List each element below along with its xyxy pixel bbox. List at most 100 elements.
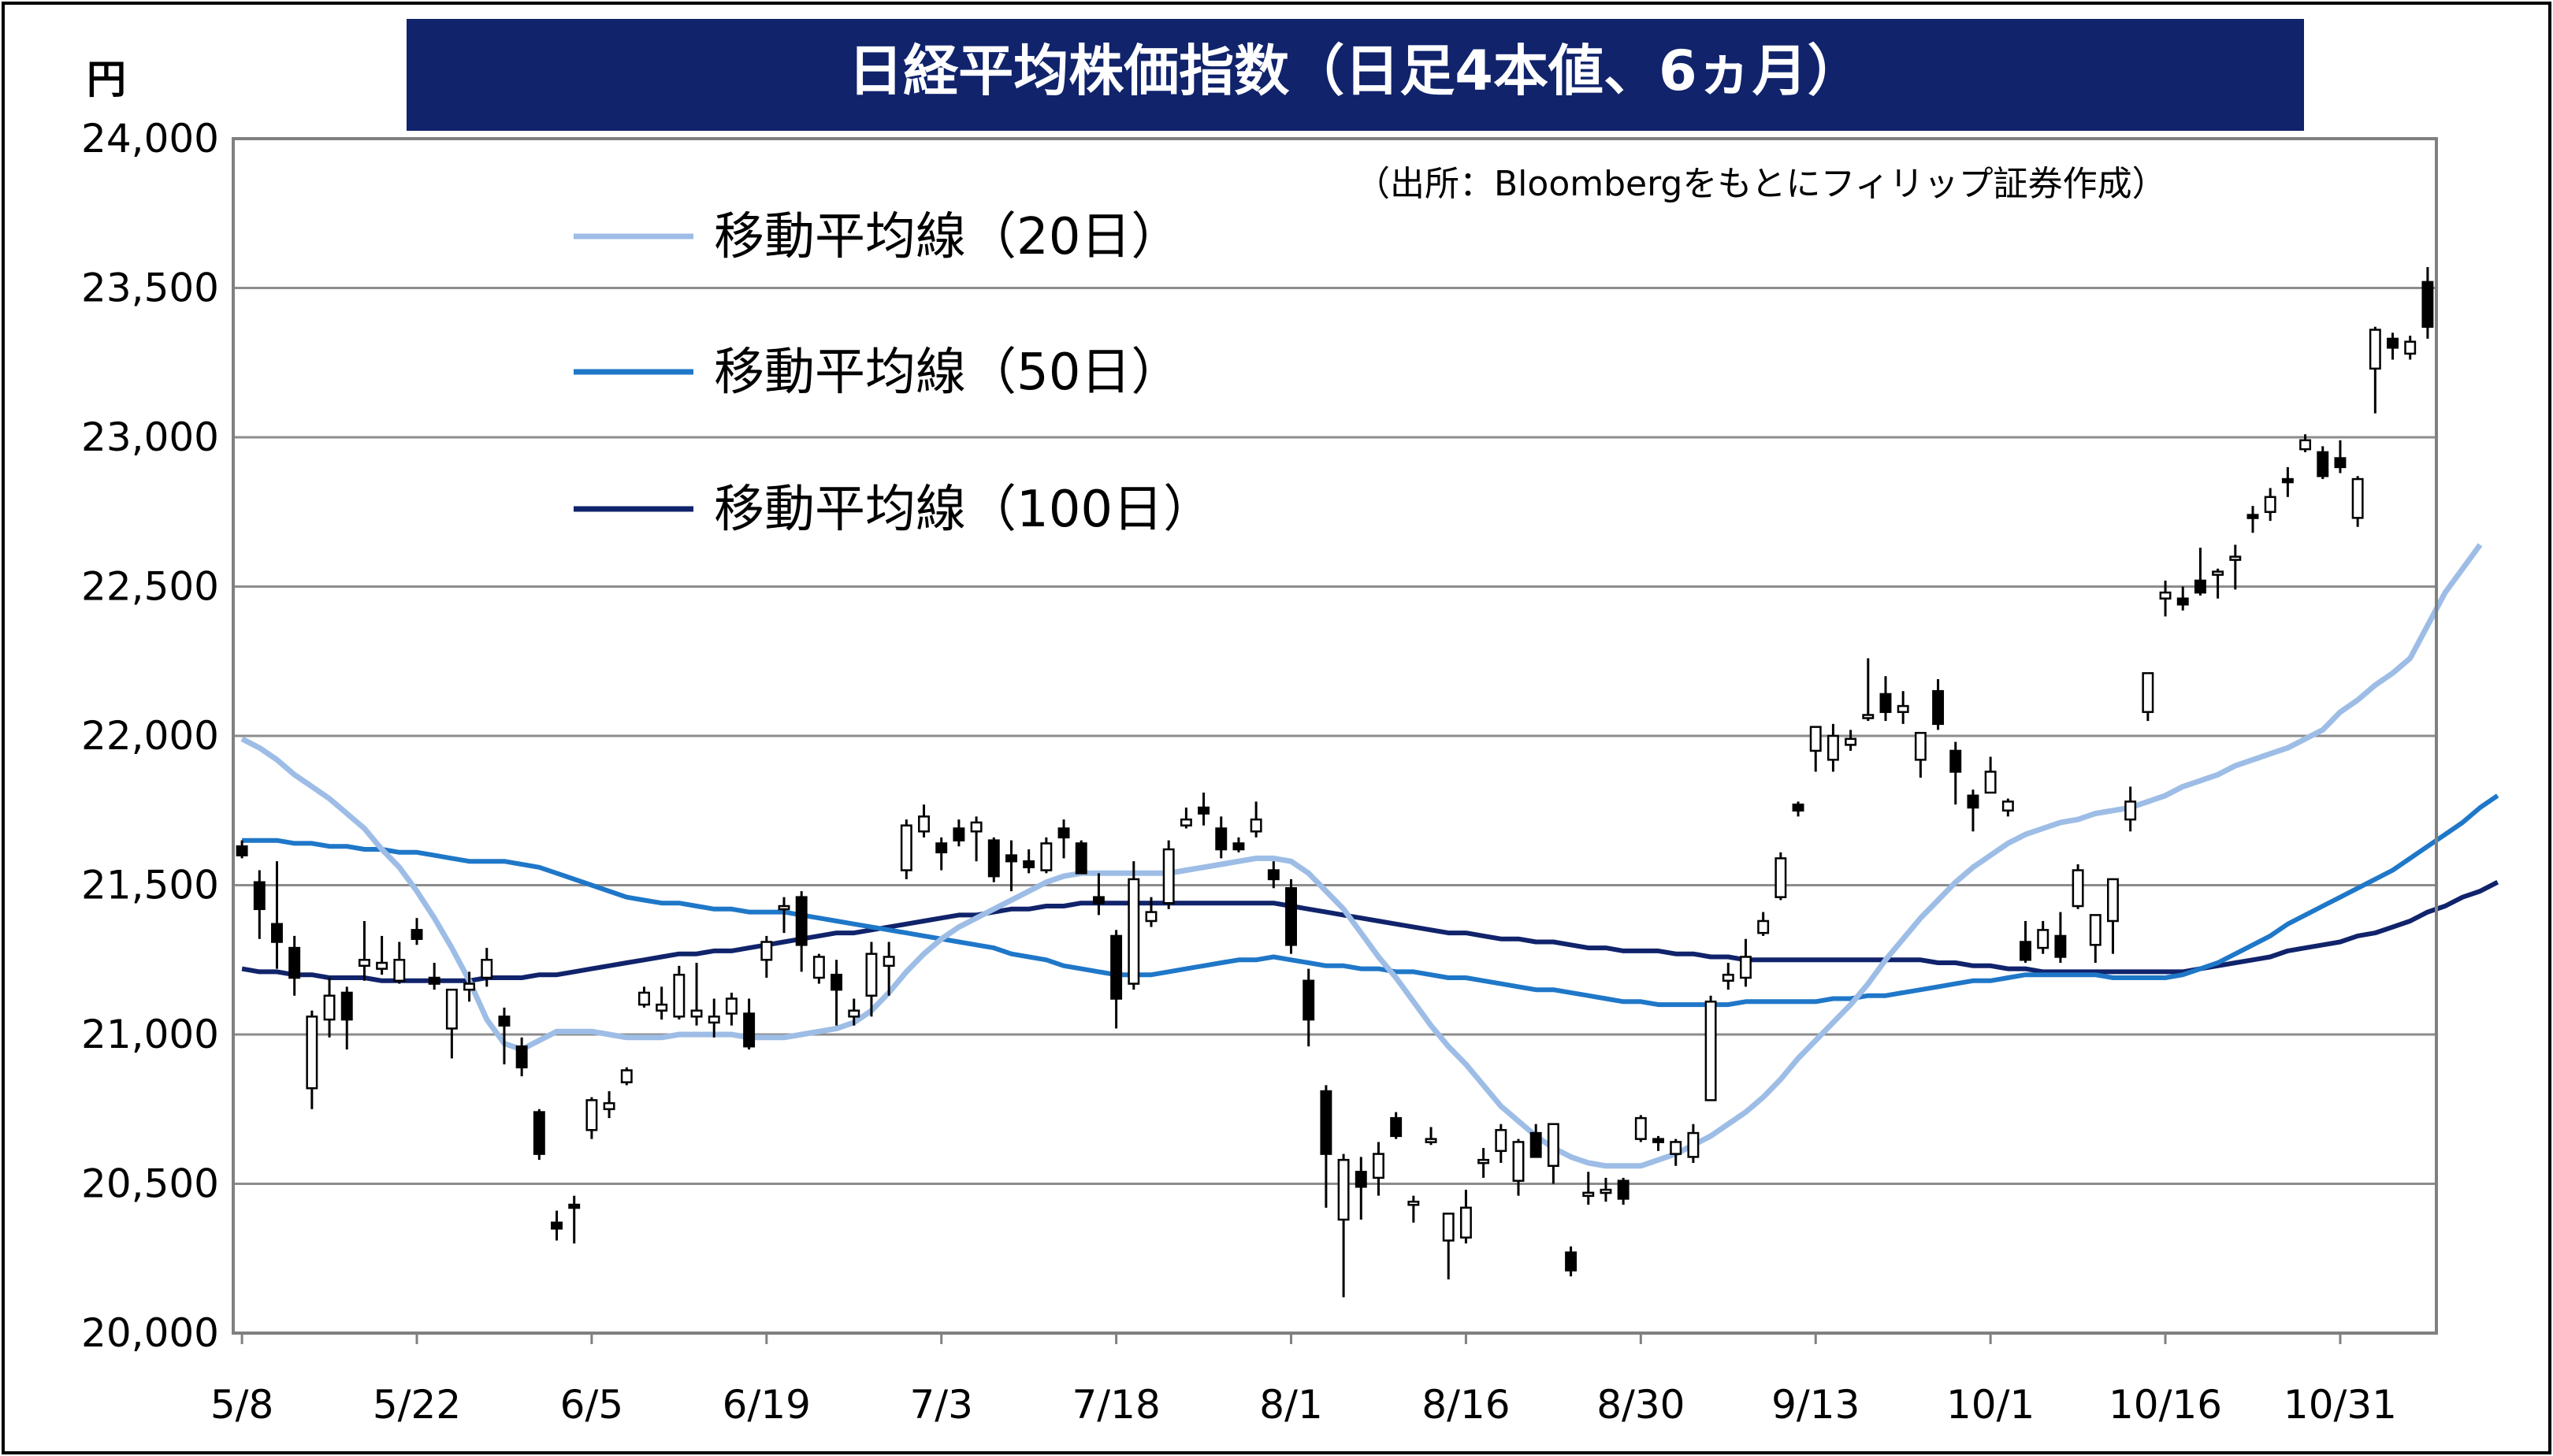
- candle: [970, 816, 983, 862]
- candle: [2369, 326, 2381, 414]
- plot-area-border: [232, 137, 2438, 1335]
- candle-body-down: [2317, 451, 2329, 477]
- candle-body-up: [1845, 737, 1857, 746]
- candle-body-down: [498, 1016, 511, 1027]
- candle: [2159, 580, 2172, 617]
- candle: [1250, 801, 1262, 838]
- candle-body-up: [1337, 1158, 1350, 1221]
- candle: [1914, 731, 1927, 778]
- candle-body-up: [1040, 842, 1053, 871]
- candle-body-up: [638, 991, 650, 1006]
- candle-body-down: [831, 973, 843, 991]
- candle-body-down: [1303, 979, 1315, 1021]
- candle: [900, 819, 912, 879]
- y-tick-label: 22,000: [81, 713, 219, 759]
- candle-body-up: [2404, 340, 2417, 355]
- candle-body-up: [1373, 1153, 1384, 1179]
- candle: [428, 963, 440, 990]
- candle-body-down: [1005, 854, 1017, 863]
- y-tick-label: 21,500: [81, 863, 219, 908]
- series-line-ma100: [241, 880, 2499, 983]
- candle-body-down: [271, 923, 283, 943]
- candle-body-up: [1670, 1141, 1682, 1155]
- candle: [253, 870, 266, 939]
- candle: [1407, 1195, 1420, 1223]
- x-tick-label: 6/19: [723, 1382, 811, 1428]
- y-tick-label: 22,500: [81, 564, 219, 610]
- candle: [1774, 852, 1787, 901]
- candle-body-down: [795, 896, 808, 946]
- candle: [2246, 506, 2259, 533]
- candle-body-up: [883, 956, 895, 968]
- candle: [1600, 1177, 1612, 1202]
- candle-body-up: [1984, 771, 1997, 794]
- candle-body-up: [2229, 555, 2242, 561]
- candle: [795, 891, 808, 972]
- candle: [1809, 726, 1822, 772]
- x-tick-label: 10/1: [1946, 1382, 2035, 1428]
- candle: [1023, 849, 1035, 874]
- candle: [812, 953, 825, 984]
- candle-body-up: [585, 1099, 598, 1131]
- candle: [568, 1195, 581, 1244]
- candle: [1232, 837, 1245, 852]
- candle-body-up: [2089, 914, 2101, 946]
- candle-body-down: [236, 845, 248, 856]
- candle-body-down: [2387, 337, 2399, 349]
- candle: [2107, 878, 2119, 954]
- candle: [1145, 897, 1158, 927]
- candle-body-down: [533, 1111, 545, 1155]
- legend-label-ma100: 移動平均線（100日）: [714, 481, 1213, 539]
- candle-body-down: [253, 881, 266, 911]
- candle-body-up: [2107, 878, 2119, 923]
- candle-body-up: [1862, 714, 1875, 719]
- x-axis-tick-labels: 5/8 5/22 6/5 6/19 7/3 7/18 8/1 8/16 8/30 9/13 10/1…: [210, 1333, 2397, 1428]
- candle: [463, 971, 476, 1002]
- candle-body-up: [708, 1016, 720, 1024]
- candle: [358, 920, 370, 981]
- candle: [1704, 995, 1717, 1101]
- candle-body-down: [1652, 1138, 1664, 1143]
- candle: [2334, 440, 2347, 474]
- candle-body-up: [2072, 869, 2084, 908]
- candle-body-down: [568, 1203, 581, 1209]
- candle-body-up: [1407, 1200, 1420, 1206]
- candle-body-up: [358, 959, 370, 968]
- candle-body-up: [1600, 1188, 1612, 1194]
- candle: [1373, 1142, 1384, 1196]
- candle: [1267, 861, 1280, 889]
- candle: [708, 998, 720, 1038]
- candle: [1634, 1115, 1647, 1142]
- candle: [498, 1007, 511, 1064]
- candle-body-up: [1826, 734, 1839, 761]
- candle-body-up: [1145, 911, 1158, 923]
- candle: [656, 986, 668, 1020]
- candle-body-down: [288, 946, 301, 979]
- candle-body-up: [1582, 1191, 1595, 1198]
- candle-body-down: [1285, 887, 1297, 946]
- y-tick-label: 23,000: [81, 414, 219, 460]
- candle: [1110, 930, 1123, 1029]
- candle-body-up: [2264, 496, 2276, 513]
- series-line-ma50: [242, 793, 2499, 1008]
- candle: [1075, 840, 1087, 875]
- candle: [2212, 568, 2224, 599]
- candle: [1845, 730, 1857, 751]
- candle-body-up: [725, 997, 738, 1015]
- candle-body-down: [2194, 579, 2206, 594]
- candle: [288, 935, 301, 996]
- candle-body-up: [2124, 800, 2137, 821]
- candle: [393, 942, 406, 984]
- x-tick-label: 8/16: [1421, 1382, 1510, 1428]
- candle: [953, 819, 965, 847]
- candle-body-up: [2351, 477, 2364, 519]
- candle-body-up: [918, 815, 930, 833]
- candle: [1355, 1157, 1367, 1220]
- candle-body-up: [376, 961, 388, 970]
- candle-body-up: [2001, 800, 2014, 812]
- candle-body-up: [1180, 818, 1192, 826]
- candle-body-down: [1110, 934, 1123, 1000]
- candle: [918, 804, 930, 838]
- candle: [1303, 968, 1315, 1047]
- candle: [848, 998, 860, 1026]
